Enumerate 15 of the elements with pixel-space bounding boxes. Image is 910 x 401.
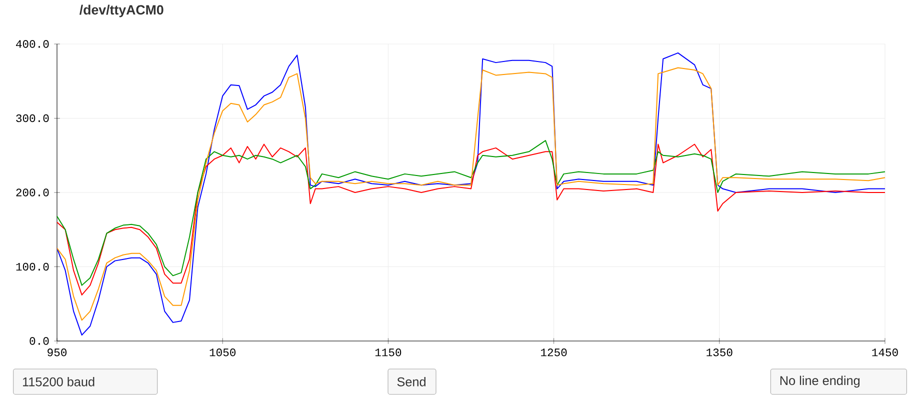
y-tick-label: 200.0 [16,188,49,196]
y-tick-label: 0.0 [30,337,49,345]
x-tick-label: 1450 [872,348,898,356]
y-tick-label: 100.0 [16,262,49,271]
text: 115200 baud [23,377,94,386]
x-tick-label: 950 [48,348,67,356]
chart-title: /dev/ttyACM0 [80,4,164,18]
y-tick-label: 400.0 [16,40,49,48]
x-tick-label: 1050 [210,348,236,356]
text: Send [397,377,426,386]
x-tick-label: 1350 [706,348,732,356]
text: No line ending [780,376,860,388]
y-tick-label: 300.0 [16,114,49,122]
x-tick-label: 1150 [375,348,402,356]
x-tick-label: 1250 [541,348,567,356]
